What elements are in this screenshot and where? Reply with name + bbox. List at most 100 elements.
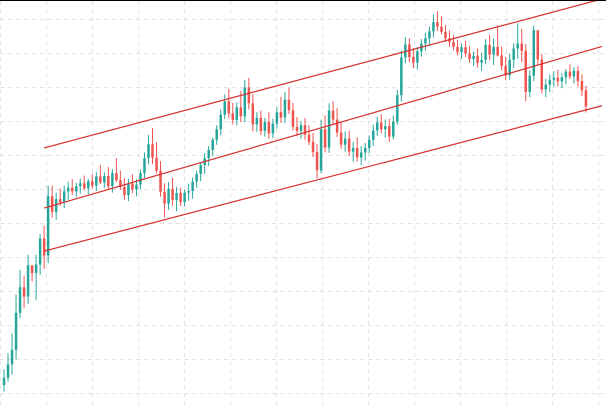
candle-body [432, 22, 435, 32]
candle-body [299, 125, 303, 131]
candle-body [66, 187, 70, 192]
candle-body [524, 50, 527, 92]
candle [363, 143, 367, 161]
candle [580, 74, 584, 97]
candle [544, 78, 548, 98]
candle-body [532, 30, 536, 76]
candle-body [512, 48, 515, 60]
candle-body [355, 147, 359, 158]
candle-body [556, 77, 560, 82]
candle [279, 96, 283, 123]
candle-body [384, 126, 387, 130]
candle [215, 125, 218, 145]
candle-body [580, 80, 584, 91]
candle [359, 145, 363, 166]
candle-body [363, 147, 367, 153]
candle [380, 114, 383, 134]
candle [528, 70, 531, 98]
candle-body [235, 107, 239, 120]
candle [371, 124, 375, 146]
candle-body [452, 42, 455, 47]
candle-body [143, 158, 146, 174]
candle-body [351, 147, 355, 152]
candle-body [167, 188, 170, 204]
candle [392, 115, 395, 140]
candle-body [568, 71, 572, 77]
candle [339, 121, 343, 149]
candle [147, 134, 150, 165]
candle [95, 171, 98, 192]
candle-body [227, 101, 230, 114]
candle-body [584, 90, 588, 107]
candle [115, 158, 118, 183]
candle [46, 185, 50, 264]
candle [87, 178, 90, 195]
candle-body [428, 31, 431, 39]
candle [299, 120, 303, 139]
candle-body [576, 70, 580, 81]
candle-body [520, 43, 523, 51]
candle-body [303, 125, 307, 135]
channel-line-lower [43, 105, 603, 252]
candle [464, 40, 467, 58]
candle [18, 269, 22, 319]
candle [119, 170, 122, 190]
candle-body [275, 112, 279, 124]
candle-body [255, 117, 259, 125]
candle [259, 110, 263, 135]
candle [516, 23, 519, 59]
candle-body [436, 22, 439, 27]
candle-body [488, 44, 491, 55]
candle [448, 30, 451, 47]
candle-body [392, 121, 395, 137]
candle-body [484, 44, 487, 60]
candle-body [311, 141, 315, 153]
candle [520, 29, 523, 62]
candle [275, 107, 279, 129]
candle [560, 73, 564, 89]
candle-body [480, 59, 483, 63]
candle-body [295, 126, 299, 131]
candle-body [267, 121, 271, 134]
channel-line-upper [43, 1, 597, 149]
candle-body [560, 77, 564, 82]
candle [347, 130, 351, 157]
candle-body [500, 55, 503, 66]
candle-body [14, 312, 18, 350]
candle-body [460, 47, 463, 53]
candle [492, 38, 495, 66]
candle-body [259, 117, 263, 131]
candle [376, 116, 379, 136]
candle [107, 167, 110, 189]
candle [436, 11, 439, 32]
candle [355, 137, 359, 162]
candle [396, 89, 399, 125]
candle-body [195, 173, 198, 182]
candle-body [239, 107, 243, 117]
candle [151, 128, 154, 165]
candle-body [83, 183, 86, 189]
candle [307, 125, 311, 146]
candle-body [54, 199, 58, 213]
candle-body [279, 112, 283, 118]
candle [235, 102, 239, 126]
candle-body [247, 87, 251, 104]
candle [30, 265, 34, 282]
candle [327, 103, 331, 153]
candle [500, 46, 503, 71]
candle [255, 112, 259, 132]
candle [584, 85, 588, 113]
candle-body [339, 132, 343, 145]
candle [155, 142, 158, 174]
candle-body [215, 129, 218, 140]
candle-body [163, 191, 166, 204]
candle-body [416, 51, 419, 63]
candle [388, 118, 391, 142]
candle [127, 178, 130, 202]
candle-body [327, 110, 331, 148]
candle-body [323, 129, 327, 148]
candle-body [335, 119, 339, 133]
candle [199, 161, 202, 182]
candle [175, 186, 178, 212]
